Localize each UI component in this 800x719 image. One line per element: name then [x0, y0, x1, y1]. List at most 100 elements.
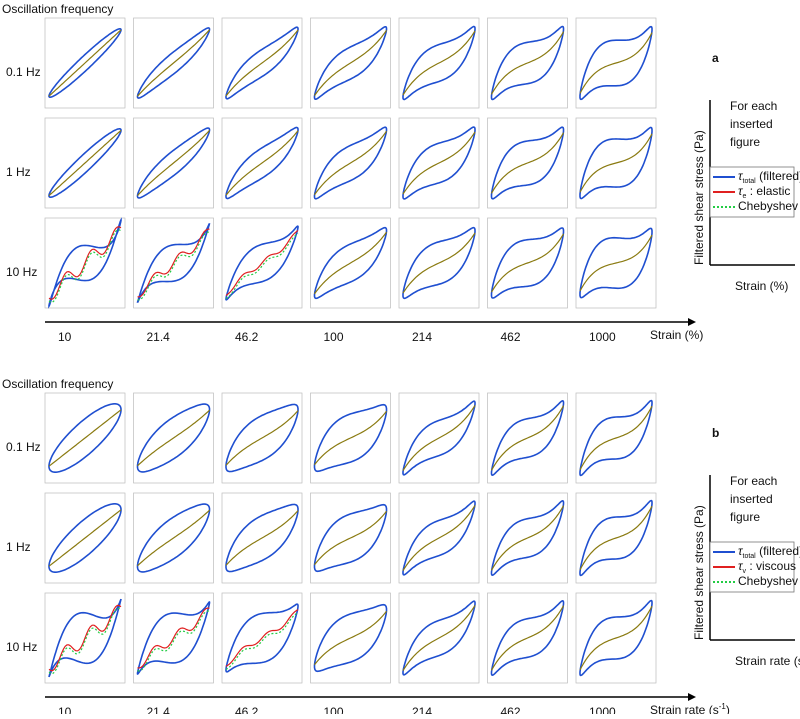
- elastic-line: [225, 29, 299, 97]
- elastic-line: [402, 232, 476, 294]
- elastic-line: [314, 130, 387, 196]
- loop-curve: [402, 500, 476, 576]
- axis-label: Strain (%): [650, 328, 703, 342]
- axis-label: Strain (%): [735, 279, 788, 293]
- loop-curve: [402, 226, 476, 300]
- loop-curve: [402, 25, 476, 101]
- column-label: 1000: [589, 330, 616, 344]
- loop-curve: [136, 503, 211, 573]
- loop-curve: [136, 601, 211, 675]
- elastic-line: [225, 510, 299, 566]
- axis-arrow: [688, 318, 696, 326]
- legend-text: : elastic: [746, 184, 790, 198]
- legend-entry: Chebyshev 1+3: [738, 199, 800, 213]
- label-sup: -1: [719, 702, 727, 711]
- legend-entry: τe : elastic: [738, 184, 790, 200]
- legend-entry: τtotal (filtered): [738, 169, 800, 185]
- label-main: Strain (%): [650, 328, 703, 342]
- elastic-line: [314, 231, 387, 295]
- column-label: 21.4: [147, 330, 171, 344]
- loop-curve: [313, 503, 388, 573]
- elastic-line: [314, 30, 387, 96]
- chebyshev-line: [225, 233, 299, 299]
- loop-curve: [402, 400, 476, 476]
- panel-heading: Oscillation frequency: [2, 2, 113, 16]
- axis-label: Strain rate (s-1): [650, 702, 730, 714]
- column-label: 10: [58, 705, 72, 714]
- elastic-line: [48, 29, 122, 97]
- loop-curve: [225, 225, 299, 301]
- column-label: 1000: [589, 705, 616, 714]
- legend-entry: τtotal (filtered): [738, 544, 800, 560]
- elastic-line: [579, 133, 653, 193]
- elastic-line: [402, 605, 476, 671]
- elastic-line: [48, 129, 122, 197]
- loop-curve: [313, 26, 388, 100]
- axis-arrow: [688, 693, 696, 701]
- elastic-line: [314, 410, 387, 466]
- loop-curve: [490, 126, 565, 200]
- chebyshev-line: [225, 612, 299, 670]
- elastic-line: [137, 129, 210, 197]
- loop-curve: [225, 126, 299, 200]
- column-label: 100: [324, 330, 344, 344]
- elastic-line: [48, 509, 122, 567]
- legend-sub: total: [743, 178, 757, 185]
- loop-curve: [136, 403, 211, 473]
- note: inserted: [730, 492, 773, 506]
- elastic-line: [490, 505, 565, 571]
- elastic-line: [137, 228, 210, 298]
- loop-curve: [402, 126, 476, 200]
- note: For each: [730, 474, 777, 488]
- elastic-line: [490, 605, 565, 671]
- elastic-line: [137, 509, 210, 567]
- column-label: 10: [58, 330, 72, 344]
- note: inserted: [730, 117, 773, 131]
- panel-letter: b: [712, 426, 719, 440]
- legend-sub: e: [743, 193, 747, 200]
- column-label: 21.4: [147, 705, 171, 714]
- loop-curve: [48, 217, 122, 309]
- elastic-line: [579, 505, 653, 571]
- note: figure: [730, 135, 760, 149]
- row-label: 1 Hz: [6, 540, 31, 554]
- loop-curve: [136, 127, 211, 199]
- legend-symbol: τ: [738, 544, 744, 558]
- column-label: 214: [412, 330, 432, 344]
- column-label: 462: [501, 705, 521, 714]
- loop-curve: [490, 227, 565, 299]
- legend-text: (filtered): [756, 544, 800, 558]
- elastic-line: [137, 409, 210, 467]
- loop-curve: [490, 25, 565, 101]
- panel-heading: Oscillation frequency: [2, 377, 113, 391]
- legend-symbol: τ: [738, 184, 744, 198]
- legend-entry: Chebyshev 1+3: [738, 574, 800, 588]
- chebyshev-line: [48, 607, 122, 675]
- row-label: 10 Hz: [6, 640, 37, 654]
- column-label: 214: [412, 705, 432, 714]
- elastic-line: [48, 409, 122, 467]
- elastic-line: [402, 30, 476, 96]
- row-label: 0.1 Hz: [6, 65, 41, 79]
- legend-text: : viscous: [746, 559, 796, 573]
- elastic-line: [225, 609, 299, 667]
- label-main: Strain rate (s: [650, 703, 719, 714]
- loop-curve: [579, 499, 653, 577]
- legend-text: Chebyshev 1+3: [738, 574, 800, 588]
- elastic-line: [579, 32, 653, 94]
- legend-sub: v: [743, 568, 747, 575]
- loop-curve: [579, 126, 653, 200]
- elastic-line: [314, 510, 387, 566]
- loop-curve: [48, 598, 122, 678]
- loop-curve: [579, 399, 653, 477]
- elastic-line: [314, 610, 387, 666]
- loop-curve: [225, 26, 299, 100]
- loop-curve: [313, 403, 388, 473]
- legend-sub: total: [743, 553, 757, 560]
- chebyshev-line: [137, 610, 210, 672]
- loop-curve: [579, 227, 653, 299]
- elastic-line: [48, 226, 122, 300]
- note: For each: [730, 99, 777, 113]
- row-label: 10 Hz: [6, 265, 37, 279]
